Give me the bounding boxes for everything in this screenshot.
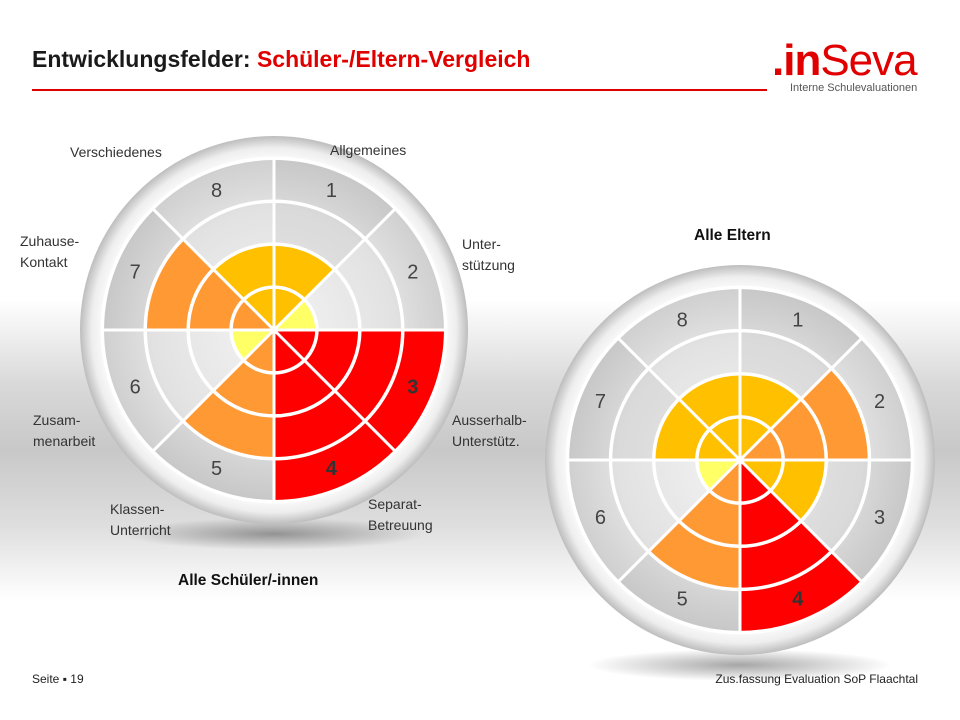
grid-spoke [272, 328, 397, 453]
grid-spoke [616, 458, 742, 584]
sector-label-3: 3 [874, 507, 885, 529]
field-label-klassen-unterricht: Klassen- Unterricht [110, 501, 171, 538]
sector-label-1: 1 [326, 180, 337, 202]
data-wedge-3 [740, 460, 827, 522]
page-title: Entwicklungsfelder: Schüler-/Eltern-Verg… [32, 46, 530, 73]
footer-source: Zus.fassung Evaluation SoP Flaachtal [715, 672, 918, 686]
sector-label-6: 6 [130, 376, 141, 398]
data-wedge-2 [274, 299, 317, 330]
chart-title-schueler: Alle Schüler/-innen [178, 572, 319, 589]
footer-page: Seite ▪ 19 [32, 672, 84, 686]
data-wedge-4 [740, 460, 863, 633]
field-label-zuhause-kontakt: Zuhause- Kontakt [20, 233, 80, 270]
data-wedge-3 [274, 330, 446, 452]
sector-label-2: 2 [874, 391, 885, 413]
sector-label-4: 4 [326, 458, 338, 480]
data-wedge-8 [213, 244, 274, 330]
grid-spoke [151, 328, 276, 453]
title-prefix: Entwicklungsfelder: [32, 46, 251, 72]
field-label-verschiedenes: Verschiedenes [70, 144, 162, 160]
field-label-unterstuetzung: Unter- stützung [462, 236, 515, 273]
sector-label-4: 4 [792, 589, 804, 611]
field-label-separat-betreuung: Separat- Betreuung [368, 496, 433, 533]
field-label-allgemeines: Allgemeines [330, 142, 407, 158]
sector-label-3: 3 [407, 376, 418, 398]
brand-name: Seva [820, 36, 917, 85]
field-label-ausserhalb-unterstuetzung: Ausserhalb- Unterstütz. [452, 412, 527, 449]
brand-wordmark: .inSeva [772, 36, 918, 86]
title-rule [32, 89, 767, 91]
sector-label-5: 5 [211, 458, 222, 480]
chart-title-eltern: Alle Eltern [694, 227, 771, 244]
grid-spoke [272, 207, 397, 332]
sector-label-7: 7 [595, 391, 606, 413]
sector-label-7: 7 [130, 262, 141, 284]
footer-page-number: 19 [70, 672, 84, 686]
data-wedge-1 [274, 244, 335, 330]
footer-page-label: Seite [32, 672, 60, 686]
sector-label-2: 2 [407, 262, 418, 284]
data-wedge-1 [740, 373, 802, 460]
data-wedge-4 [274, 330, 396, 502]
data-wedge-7 [653, 398, 740, 460]
polar-chart-schueler: 1 2 3 4 5 6 7 8 [80, 136, 468, 550]
brand-logo: .inSeva Interne Schulevaluationen [772, 36, 932, 98]
sector-label-5: 5 [677, 589, 688, 611]
sector-label-1: 1 [792, 309, 803, 331]
grid-spoke [738, 336, 864, 462]
polar-chart-eltern: 1 2 3 4 5 6 7 8 [545, 265, 935, 681]
sector-label-6: 6 [595, 507, 606, 529]
sector-label-8: 8 [677, 309, 688, 331]
data-wedge-7 [145, 238, 274, 330]
data-wedge-2 [740, 368, 870, 460]
data-wedge-6 [231, 330, 274, 361]
grid-spoke [151, 207, 276, 332]
grid-spoke [738, 458, 864, 584]
title-highlight: Schüler-/Eltern-Vergleich [256, 46, 531, 72]
field-label-zusammenarbeit: Zusam- menarbeit [33, 412, 96, 449]
sector-label-8: 8 [211, 180, 222, 202]
brand-tagline: Interne Schulevaluationen [790, 82, 918, 94]
brand-prefix: .in [772, 36, 821, 85]
data-wedge-6 [696, 460, 740, 491]
grid-spoke [616, 336, 742, 462]
data-wedge-8 [678, 373, 740, 460]
chart-shadow [122, 518, 426, 550]
data-wedge-5 [648, 460, 740, 590]
data-wedge-5 [182, 330, 274, 459]
chart-shadow [587, 649, 893, 681]
